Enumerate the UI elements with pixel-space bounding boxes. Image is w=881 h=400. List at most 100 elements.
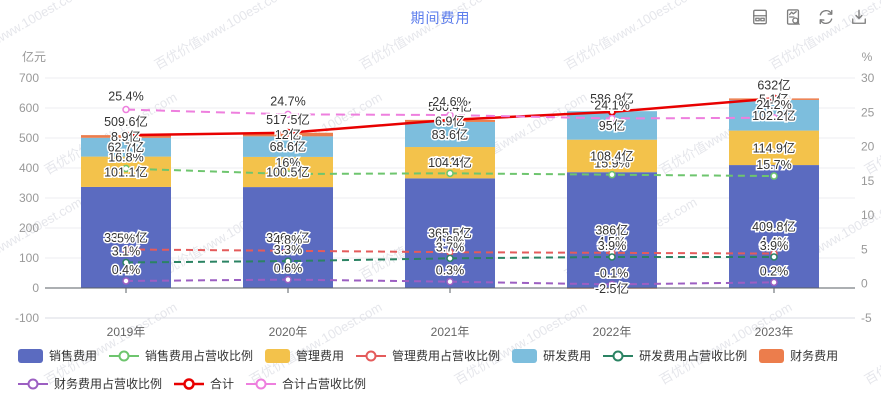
left-axis-tick-label: 600 (19, 101, 39, 115)
value-label: -0.1% (596, 266, 629, 280)
legend-label: 财务费用占营收比例 (54, 377, 163, 391)
line-point-研发费用占营收比例[interactable] (446, 254, 454, 263)
value-label: 24.7% (270, 94, 305, 108)
line-point-研发费用占营收比例[interactable] (608, 253, 616, 261)
legend-row-1: 销售费用 销售费用占营收比例 管理费用 管理费用占营收比例 研发费用 研发费用占营收比例 财… (18, 347, 838, 364)
legend-item-销售费用[interactable]: 销售费用 (18, 347, 97, 364)
bar-segment-管理费用[interactable] (729, 130, 819, 166)
value-label: 0.2% (760, 264, 789, 278)
line-point-销售费用占营收比例[interactable] (122, 164, 130, 173)
right-axis-tick-label: 5 (861, 242, 868, 256)
line-point-合计占营收比例[interactable] (608, 114, 616, 123)
line-point-研发费用占营收比例[interactable] (284, 257, 292, 265)
legend-label: 研发费用占营收比例 (639, 349, 748, 363)
value-label: 102.2亿 (752, 108, 796, 123)
value-label: 0.6% (274, 262, 303, 276)
value-label: 100.5亿 (266, 165, 310, 180)
download-icon[interactable] (849, 7, 869, 27)
chart-title: 期间费用 (410, 10, 471, 26)
value-label: 560.4亿 (428, 99, 472, 114)
legend-item-管理费用[interactable]: 管理费用 (265, 347, 344, 364)
line-point-销售费用占营收比例[interactable] (446, 169, 454, 178)
value-label: 24.6% (432, 95, 467, 109)
line-point-财务费用占营收比例[interactable] (446, 277, 454, 286)
bar-segment-研发费用[interactable] (243, 136, 333, 157)
legend-line-marker (109, 350, 140, 361)
bar-segment-销售费用[interactable] (729, 165, 819, 288)
value-label: 3.9% (598, 239, 627, 253)
value-label: 509.6亿 (104, 114, 148, 129)
bar-segment-研发费用[interactable] (81, 137, 171, 157)
line-point-财务费用占营收比例[interactable] (608, 280, 616, 289)
legend-item-销售费用占营收比例[interactable]: 销售费用占营收比例 (109, 347, 253, 364)
report-icon[interactable] (783, 7, 803, 27)
value-label: 15.9% (594, 157, 629, 171)
refresh-icon[interactable] (816, 7, 836, 27)
value-label: 16% (275, 156, 300, 170)
bar-segment-销售费用[interactable] (567, 172, 657, 288)
line-point-合计[interactable] (122, 131, 130, 140)
x-axis-label: 2022年 (593, 325, 632, 339)
value-label: 101.1亿 (104, 164, 148, 179)
legend-item-合计占营收比例[interactable]: 合计占营收比例 (246, 375, 366, 392)
right-axis-tick-label: 0 (861, 277, 868, 291)
line-point-合计占营收比例[interactable] (446, 111, 454, 119)
line-point-销售费用占营收比例[interactable] (284, 170, 292, 178)
value-label: -2.5亿 (595, 281, 629, 296)
legend-label: 销售费用占营收比例 (145, 349, 254, 363)
left-axis-tick-label: 500 (19, 131, 39, 145)
line-合计占营收比例[interactable] (125, 108, 775, 120)
line-point-合计占营收比例[interactable] (122, 105, 130, 114)
x-axis-label: 2023年 (755, 325, 794, 339)
value-label: 3.3% (274, 243, 303, 257)
right-axis-tick-label: 30 (861, 71, 875, 85)
value-label: 409.8亿 (752, 219, 796, 234)
value-label: 5.1亿 (759, 92, 789, 107)
line-point-销售费用占营收比例[interactable] (608, 170, 616, 179)
line-point-管理费用占营收比例[interactable] (284, 247, 292, 255)
value-label: 83.6亿 (432, 127, 469, 142)
line-point-合计[interactable] (770, 94, 778, 103)
right-axis-unit: % (862, 50, 873, 64)
legend-item-合计[interactable]: 合计 (174, 375, 234, 392)
line-point-财务费用占营收比例[interactable] (122, 277, 130, 285)
line-point-研发费用占营收比例[interactable] (122, 258, 130, 267)
legend-item-管理费用占营收比例[interactable]: 管理费用占营收比例 (356, 347, 500, 364)
bar-segment-销售费用[interactable] (243, 187, 333, 288)
value-label: 4.8% (274, 233, 303, 247)
value-label: 4.5% (598, 235, 627, 249)
legend-bar-marker (512, 348, 538, 363)
left-axis-unit: 亿元 (22, 49, 46, 64)
bar-segment-销售费用[interactable] (405, 178, 495, 288)
value-label: 0.3% (436, 264, 465, 278)
line-point-研发费用占营收比例[interactable] (770, 253, 778, 261)
legend-item-研发费用占营收比例[interactable]: 研发费用占营收比例 (603, 347, 747, 364)
line-point-合计占营收比例[interactable] (770, 114, 778, 122)
value-label: 365.5亿 (428, 226, 472, 241)
line-point-合计[interactable] (284, 128, 292, 137)
legend-item-财务费用占营收比例[interactable]: 财务费用占营收比例 (18, 375, 162, 392)
bar-segment-研发费用[interactable] (405, 121, 495, 148)
value-label: 632亿 (757, 77, 790, 92)
legend-bar-marker (759, 348, 785, 363)
value-label: 108.4亿 (590, 148, 634, 163)
bar-segment-销售费用[interactable] (81, 186, 171, 288)
line-point-合计占营收比例[interactable] (284, 110, 292, 119)
legend-item-财务费用[interactable]: 财务费用 (759, 347, 838, 364)
legend-label: 合计占营收比例 (282, 377, 367, 391)
line-point-财务费用占营收比例[interactable] (284, 275, 292, 284)
bar-segment-管理费用[interactable] (567, 139, 657, 173)
legend-line-marker (246, 378, 277, 389)
data-view-icon[interactable] (750, 7, 770, 27)
value-label: 24.2% (756, 98, 791, 112)
line-point-销售费用占营收比例[interactable] (770, 172, 778, 180)
line-point-管理费用占营收比例[interactable] (122, 245, 130, 254)
line-point-财务费用占营收比例[interactable] (770, 278, 778, 287)
legend-label: 管理费用 (296, 349, 345, 363)
legend-item-研发费用[interactable]: 研发费用 (512, 347, 591, 364)
value-label: 12亿 (275, 127, 301, 142)
legend-line-marker (356, 350, 387, 361)
right-axis-tick-label: -5 (861, 311, 872, 325)
right-axis-tick-label: 10 (861, 208, 875, 222)
